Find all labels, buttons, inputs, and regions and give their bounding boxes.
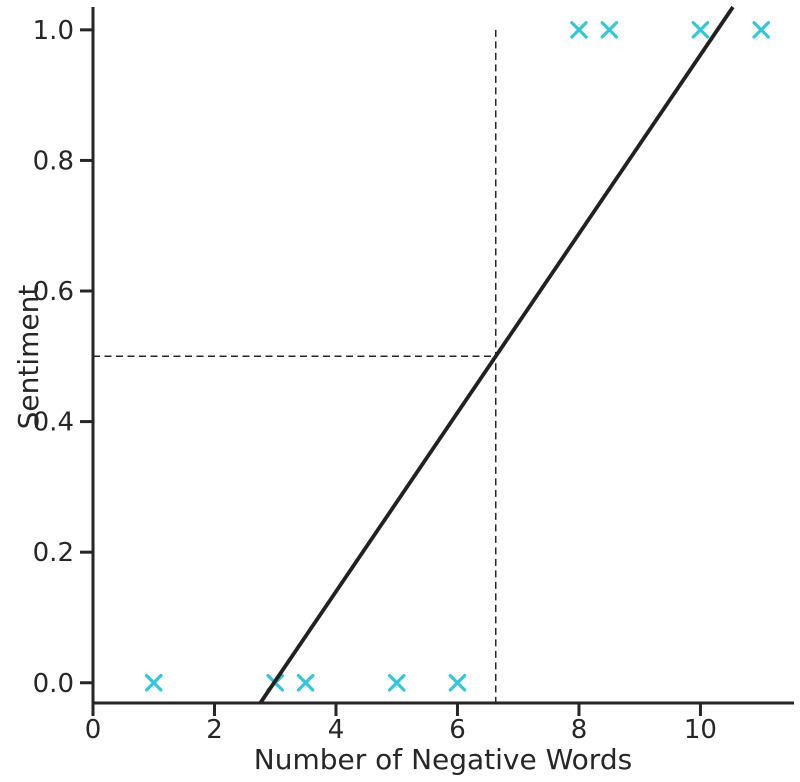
x-tick-label: 6 [449, 715, 466, 745]
y-tick-label: 0.4 [33, 408, 74, 438]
x-tick-label: 10 [684, 715, 717, 745]
y-tick-label: 0.8 [33, 146, 74, 176]
x-tick-label: 8 [571, 715, 588, 745]
scatter-point [296, 673, 315, 692]
scatter-point [448, 673, 467, 692]
x-tick-label: 2 [206, 715, 223, 745]
x-axis-label: Number of Negative Words [254, 743, 632, 776]
y-tick-label: 0.2 [33, 538, 74, 568]
y-tick-label: 0.0 [33, 669, 74, 699]
scatter-point [600, 21, 619, 39]
x-tick-label: 0 [85, 715, 102, 745]
scatter-points-layer [144, 21, 770, 692]
scatter-point [570, 21, 588, 39]
regression-line-layer [258, 5, 735, 705]
y-axis-label: Sentiment [12, 285, 45, 430]
scatter-point [752, 21, 770, 39]
y-tick-label: 1.0 [33, 16, 74, 46]
scatter-point [387, 673, 406, 692]
y-tick-label: 0.6 [33, 277, 74, 307]
threshold-lines-layer [93, 29, 497, 703]
scatter-point [691, 21, 710, 39]
regression-line [258, 5, 735, 705]
x-tick-label: 4 [328, 715, 345, 745]
scatter-point [144, 673, 163, 692]
axes-layer: 0 2 4 6 8 10 0.0 0.2 0.4 0.6 0.8 1.0 [33, 7, 794, 745]
